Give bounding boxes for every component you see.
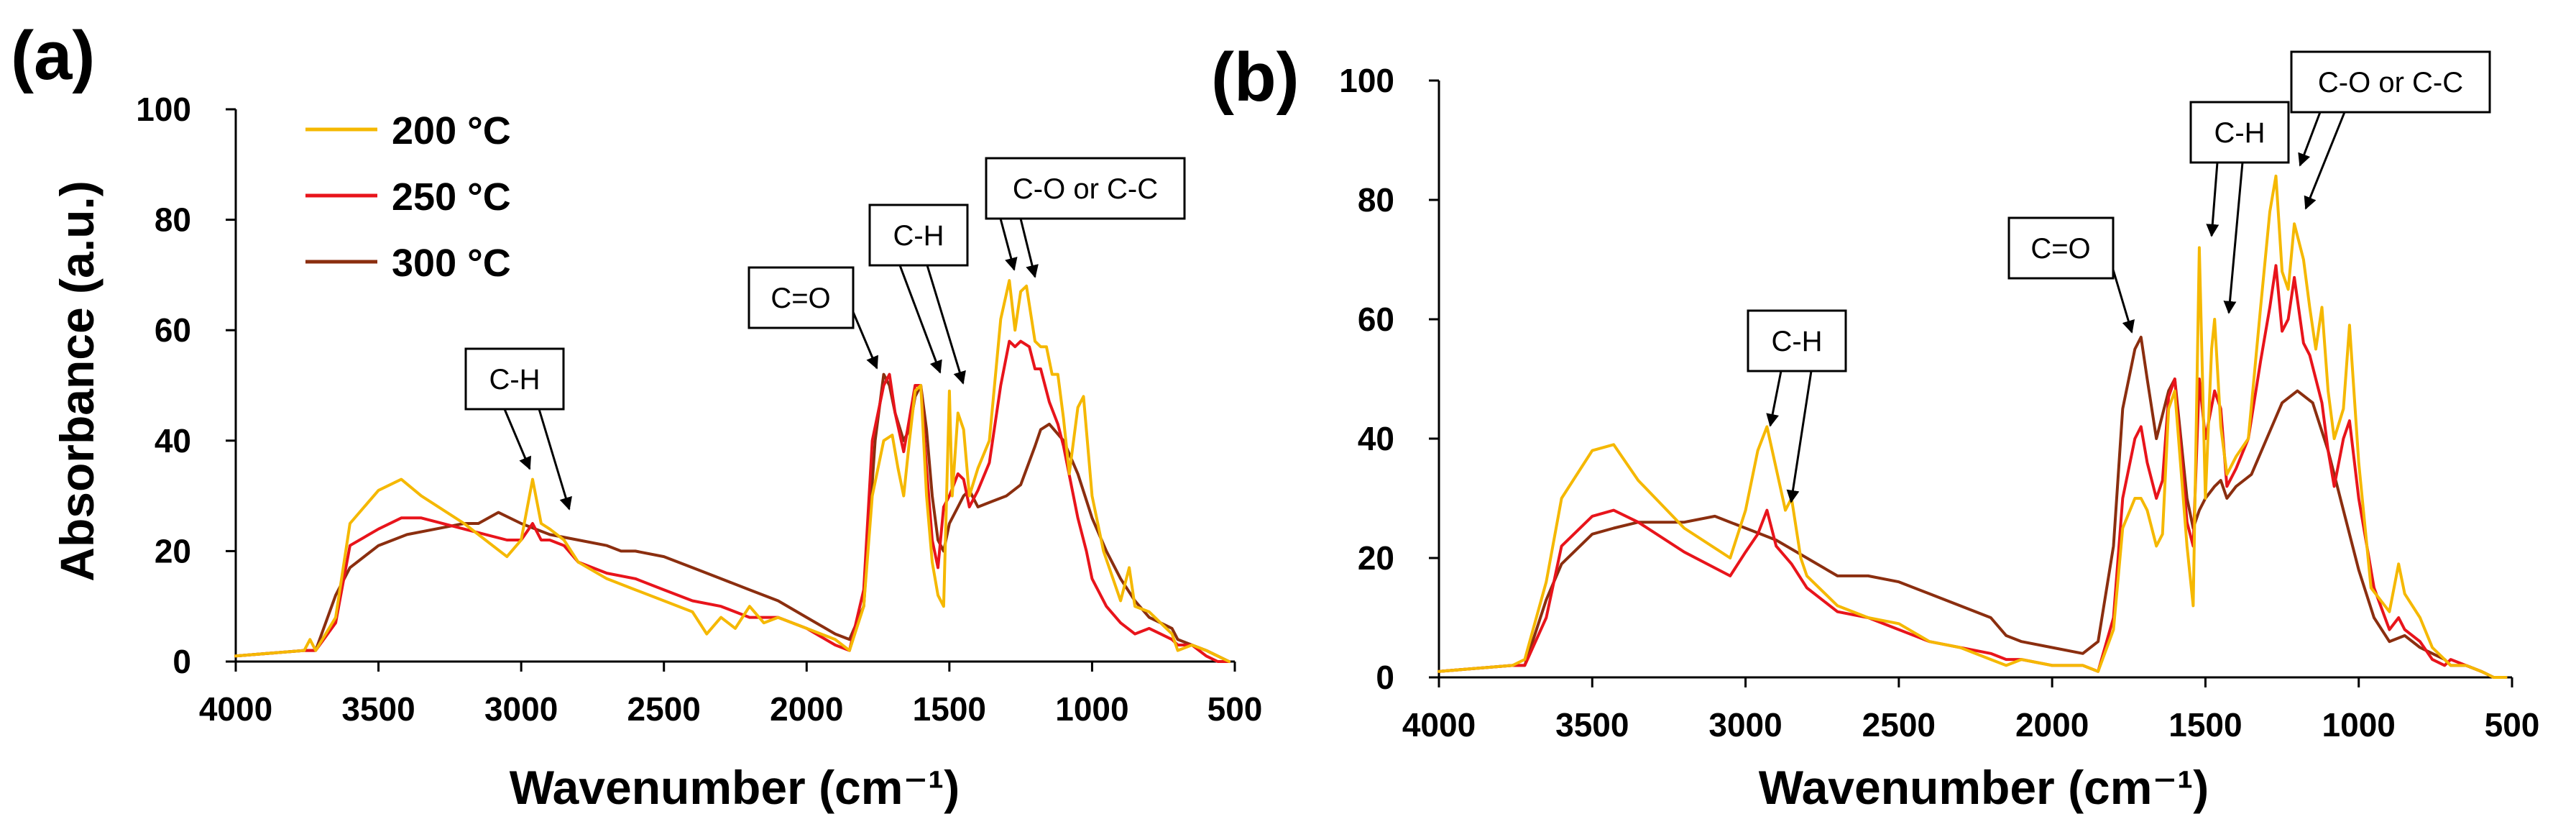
panel-b-series-300c (1438, 335, 2508, 679)
panel-b-y-tick-label: 80 (1358, 181, 1394, 219)
panel-b-axes: 0 20 40 60 80 100 4000 3500 3000 2500 2000 1500 1000… (1339, 62, 2539, 744)
panel-a-series-300c (234, 372, 1231, 663)
legend-label-200c: 200 °C (392, 109, 511, 152)
panel-b-x-tick-label: 500 (2485, 706, 2540, 744)
panel-a-y-tick-label: 100 (136, 91, 191, 128)
annotation-co-b-label: C=O (2030, 233, 2090, 265)
annotation-ch-aromatic-a-box (868, 203, 969, 267)
annotation-ch-aromatic-a: C-H (868, 203, 969, 385)
panel-a-annotations: C-H C=O C-H C-O or C-C (464, 157, 1186, 511)
annotation-co-b-arrow (2112, 269, 2135, 334)
panel-a-y-axis-title: Absorbance (a.u.) (50, 180, 104, 581)
annotation-coc-b-arrow-1 (2298, 111, 2322, 167)
panel-b-y-tick-label: 100 (1339, 62, 1394, 99)
panel-a-axes: 0 20 40 60 80 100 4000 3500 3000 2500 2000 1500 1000… (136, 91, 1262, 728)
legend-label-250c: 250 °C (392, 175, 511, 219)
panel-b-y-tick-label: 60 (1358, 301, 1394, 338)
panel-a-y-tick-label: 20 (155, 532, 191, 570)
panel-a-x-tick-label: 3000 (484, 690, 558, 728)
panel-a-y-tick-label: 40 (155, 422, 191, 459)
panel-a-x-axis-title: Wavenumber (cm⁻¹) (510, 761, 960, 814)
panel-b-x-tick-label: 1500 (2168, 706, 2242, 744)
panel-a-series-group (234, 279, 1231, 663)
panel-b-annotations: C-H C=O C-H C-O or C-C (1747, 50, 2491, 503)
panel-a: (a) 0 20 40 60 80 100 4000 3500 3000 2500 2000 1500… (11, 17, 1262, 814)
annotation-ch-aliphatic-a-box (464, 347, 565, 411)
panel-b-x-tick-label: 3500 (1555, 706, 1629, 744)
panel-a-series-250c (234, 339, 1231, 663)
annotation-coc-a-arrow-2 (1019, 218, 1039, 278)
panel-a-legend: 200 °C 250 °C 300 °C (305, 109, 511, 285)
annotation-ch-aliphatic-b-arrow-1 (1766, 370, 1782, 427)
panel-b-y-tick-label: 40 (1358, 420, 1394, 457)
annotation-co-b: C=O (2007, 216, 2135, 334)
panel-b-series-200c (1438, 174, 2508, 679)
panel-a-x-tick-label: 3500 (341, 690, 415, 728)
annotation-ch-aromatic-b-arrow-1 (2206, 162, 2220, 237)
annotation-ch-aliphatic-b: C-H (1747, 309, 1847, 503)
panel-b-series-group (1438, 174, 2508, 679)
panel-a-x-tick-label: 500 (1208, 690, 1263, 728)
annotation-ch-aromatic-a-arrow-2 (926, 265, 966, 385)
panel-b-series-250c (1438, 264, 2508, 679)
panel-a-x-tick-label: 4000 (199, 690, 272, 728)
annotation-co-b-box (2007, 216, 2115, 280)
annotation-ch-aromatic-b: C-H (2189, 101, 2290, 314)
annotation-coc-b-box (2290, 50, 2491, 114)
annotation-coc-a: C-O or C-C (985, 157, 1186, 278)
panel-a-series-200c (234, 279, 1231, 663)
annotation-ch-aromatic-a-label: C-H (893, 220, 944, 252)
panel-b-x-tick-label: 3000 (1708, 706, 1782, 744)
annotation-ch-aromatic-b-label: C-H (2214, 117, 2265, 149)
annotation-ch-aliphatic-b-label: C-H (1771, 326, 1822, 357)
annotation-ch-aromatic-b-arrow-2 (2223, 162, 2244, 314)
annotation-ch-aromatic-b-box (2189, 101, 2290, 164)
legend-label-300c: 300 °C (392, 242, 511, 285)
panel-b-x-tick-label: 2500 (1862, 706, 1936, 744)
panel-a-y-tick-label: 60 (155, 311, 191, 349)
panel-a-x-tick-label: 1500 (913, 690, 986, 728)
annotation-coc-a-arrow-1 (999, 218, 1018, 271)
annotation-ch-aliphatic-b-arrow-2 (1786, 370, 1813, 503)
annotation-coc-a-label: C-O or C-C (1013, 173, 1158, 205)
panel-b-y-tick-label: 0 (1376, 659, 1394, 696)
panel-b-x-axis-title: Wavenumber (cm⁻¹) (1759, 761, 2209, 814)
annotation-coc-b: C-O or C-C (2290, 50, 2491, 210)
annotation-ch-aromatic-a-arrow-1 (898, 265, 942, 374)
annotation-ch-aliphatic-a-arrow-1 (503, 408, 531, 470)
panel-a-x-tick-label: 1000 (1055, 690, 1128, 728)
annotation-coc-a-box (985, 157, 1186, 220)
annotation-coc-b-label: C-O or C-C (2318, 67, 2463, 99)
annotation-co-a-label: C=O (770, 283, 830, 314)
panel-b-label: (b) (1211, 39, 1300, 116)
panel-b-x-tick-label: 1000 (2322, 706, 2396, 744)
panel-b-x-tick-label: 2000 (2015, 706, 2089, 744)
panel-b-y-tick-label: 20 (1358, 539, 1394, 577)
annotation-co-a: C=O (748, 266, 878, 370)
annotation-co-a-box (748, 266, 855, 329)
annotation-coc-b-arrow-2 (2304, 111, 2346, 210)
panel-a-x-tick-label: 2500 (627, 690, 701, 728)
panel-a-y-tick-label: 80 (155, 201, 191, 239)
panel-a-x-tick-label: 2000 (770, 690, 843, 728)
panel-b-x-tick-label: 4000 (1402, 706, 1476, 744)
panel-a-label: (a) (11, 17, 95, 94)
panel-a-y-tick-label: 0 (172, 643, 191, 680)
annotation-co-a-arrow (852, 311, 878, 370)
annotation-ch-aliphatic-a-arrow-2 (538, 408, 572, 511)
annotation-ch-aliphatic-a: C-H (464, 347, 572, 511)
annotation-ch-aliphatic-a-label: C-H (489, 364, 540, 395)
annotation-ch-aliphatic-b-box (1747, 309, 1847, 372)
panel-b: (b) 0 20 40 60 80 100 4000 3500 3000 2500 2000 1500… (1211, 39, 2539, 814)
